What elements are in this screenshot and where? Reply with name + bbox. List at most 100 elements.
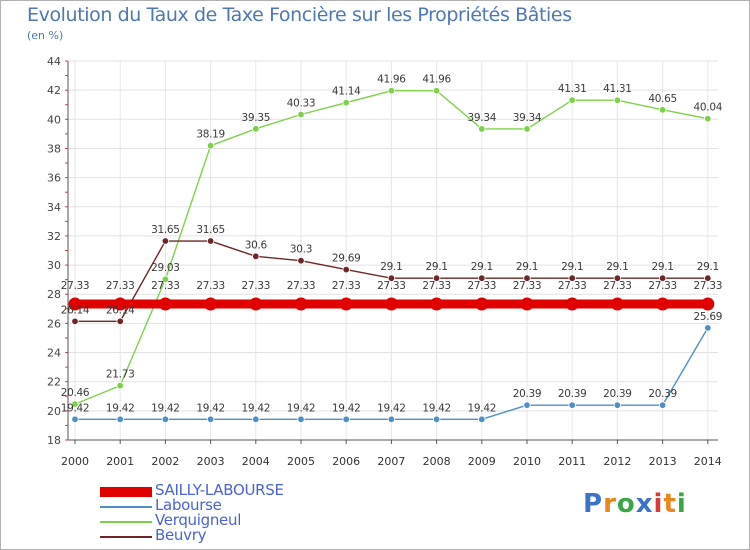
data-label: 19.42	[151, 402, 180, 414]
data-label: 27.33	[151, 280, 180, 292]
data-point	[384, 297, 398, 311]
legend-swatch	[100, 536, 152, 538]
data-point	[475, 297, 489, 311]
data-label: 27.33	[332, 280, 361, 292]
data-label: 26.14	[106, 304, 135, 316]
data-label: 27.33	[648, 280, 677, 292]
data-label: 27.33	[603, 280, 632, 292]
data-label: 29.1	[697, 261, 719, 273]
data-point	[658, 401, 667, 409]
data-point	[113, 297, 127, 311]
data-point	[387, 87, 396, 95]
data-label: 19.42	[242, 402, 271, 414]
data-label: 27.33	[694, 280, 723, 292]
data-point	[523, 401, 531, 409]
data-label: 27.33	[422, 280, 451, 292]
data-label: 20.39	[648, 388, 677, 400]
data-point	[71, 415, 79, 424]
legend-label: Beuvry	[155, 526, 207, 544]
data-point	[161, 237, 170, 245]
y-tick-label: 28	[47, 288, 61, 301]
data-label: 27.33	[287, 280, 316, 292]
x-tick-label: 2003	[197, 455, 225, 468]
data-label: 27.33	[377, 280, 406, 292]
data-point	[432, 87, 441, 95]
data-label: 29.03	[151, 262, 180, 274]
y-tick-label: 40	[47, 113, 61, 126]
proxiti-logo: Proxiti	[583, 489, 687, 519]
y-tick-label: 36	[47, 172, 61, 185]
data-point	[432, 415, 441, 424]
data-point	[294, 297, 308, 311]
data-point	[161, 275, 170, 283]
data-point	[206, 415, 215, 424]
data-point	[478, 125, 486, 133]
x-tick-label: 2002	[151, 455, 179, 468]
data-point	[704, 274, 712, 282]
data-point	[71, 317, 79, 326]
data-point	[520, 297, 534, 311]
x-tick-label: 2000	[61, 455, 89, 468]
data-label: 40.65	[648, 93, 677, 105]
legend-swatch	[100, 521, 152, 523]
legend-label: Labourse	[155, 496, 222, 514]
data-label: 27.33	[558, 280, 587, 292]
data-point	[161, 415, 170, 424]
data-point	[204, 297, 218, 311]
x-tick-label: 2007	[377, 455, 405, 468]
data-point	[523, 125, 531, 133]
logo-letter: x	[635, 489, 654, 519]
data-label: 26.14	[61, 304, 90, 316]
data-point	[158, 297, 172, 311]
data-point	[116, 381, 124, 390]
data-label: 29.1	[471, 261, 493, 273]
data-label: 19.42	[332, 402, 361, 414]
data-label: 19.42	[468, 402, 497, 414]
y-tick-label: 32	[47, 230, 61, 243]
data-label: 41.96	[422, 74, 451, 86]
data-label: 38.19	[196, 129, 225, 141]
data-label: 29.1	[516, 261, 538, 273]
data-label: 40.04	[694, 102, 723, 114]
logo-letter: t	[663, 489, 677, 519]
data-label: 27.33	[61, 280, 90, 292]
data-label: 41.96	[377, 74, 406, 86]
data-point	[701, 297, 715, 311]
x-tick-label: 2013	[649, 455, 677, 468]
data-point	[252, 252, 260, 261]
data-label: 29.1	[561, 261, 583, 273]
data-point	[252, 125, 260, 133]
data-label: 20.46	[61, 387, 90, 399]
legend-swatch	[100, 487, 152, 497]
data-point	[658, 274, 667, 282]
logo-letter: o	[616, 489, 636, 519]
data-point	[478, 415, 486, 424]
data-label: 31.65	[151, 224, 180, 236]
data-point	[387, 274, 396, 282]
data-label: 27.33	[196, 280, 225, 292]
data-label: 27.33	[468, 280, 497, 292]
data-label: 19.42	[377, 402, 406, 414]
data-point	[342, 98, 350, 107]
data-point	[568, 401, 576, 409]
data-label: 29.1	[606, 261, 628, 273]
y-tick-label: 22	[47, 376, 61, 389]
data-label: 19.42	[106, 402, 135, 414]
data-label: 20.39	[603, 388, 632, 400]
x-tick-label: 2008	[423, 455, 451, 468]
logo-letter: i	[653, 489, 664, 519]
data-label: 31.65	[196, 224, 225, 236]
data-point	[613, 401, 622, 409]
data-point	[116, 317, 124, 326]
data-point	[568, 96, 576, 104]
data-label: 27.33	[513, 280, 542, 292]
data-label: 39.34	[468, 112, 497, 124]
x-tick-label: 2005	[287, 455, 315, 468]
data-point	[339, 297, 353, 311]
data-label: 19.42	[61, 402, 90, 414]
data-point	[68, 297, 82, 311]
data-point	[116, 415, 124, 424]
data-label: 41.31	[603, 83, 632, 95]
logo-letter: i	[676, 489, 687, 519]
data-label: 30.3	[290, 244, 312, 256]
